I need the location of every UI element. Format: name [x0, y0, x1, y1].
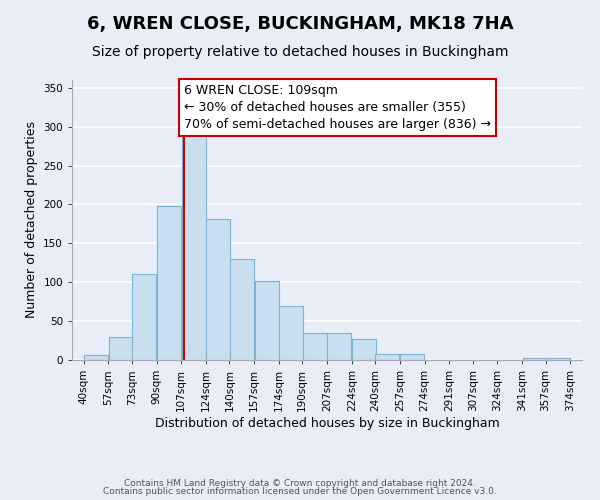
Text: 6, WREN CLOSE, BUCKINGHAM, MK18 7HA: 6, WREN CLOSE, BUCKINGHAM, MK18 7HA: [87, 15, 513, 33]
Bar: [132, 274, 156, 360]
Bar: [254, 280, 278, 360]
Text: Contains HM Land Registry data © Crown copyright and database right 2024.: Contains HM Land Registry data © Crown c…: [124, 478, 476, 488]
Bar: [328, 333, 352, 360]
Bar: [302, 333, 326, 360]
X-axis label: Distribution of detached houses by size in Buckingham: Distribution of detached houses by size …: [155, 416, 499, 430]
Bar: [376, 354, 400, 360]
Bar: [400, 354, 424, 360]
Bar: [352, 339, 376, 360]
Bar: [109, 338, 133, 360]
Text: Size of property relative to detached houses in Buckingham: Size of property relative to detached ho…: [92, 45, 508, 59]
Bar: [230, 259, 254, 360]
Bar: [279, 306, 304, 360]
Bar: [84, 354, 108, 360]
Bar: [182, 132, 206, 360]
Bar: [157, 206, 181, 360]
Bar: [206, 219, 230, 360]
Bar: [546, 358, 570, 360]
Text: 6 WREN CLOSE: 109sqm
← 30% of detached houses are smaller (355)
70% of semi-deta: 6 WREN CLOSE: 109sqm ← 30% of detached h…: [184, 84, 491, 131]
Bar: [523, 358, 547, 360]
Y-axis label: Number of detached properties: Number of detached properties: [25, 122, 38, 318]
Text: Contains public sector information licensed under the Open Government Licence v3: Contains public sector information licen…: [103, 487, 497, 496]
